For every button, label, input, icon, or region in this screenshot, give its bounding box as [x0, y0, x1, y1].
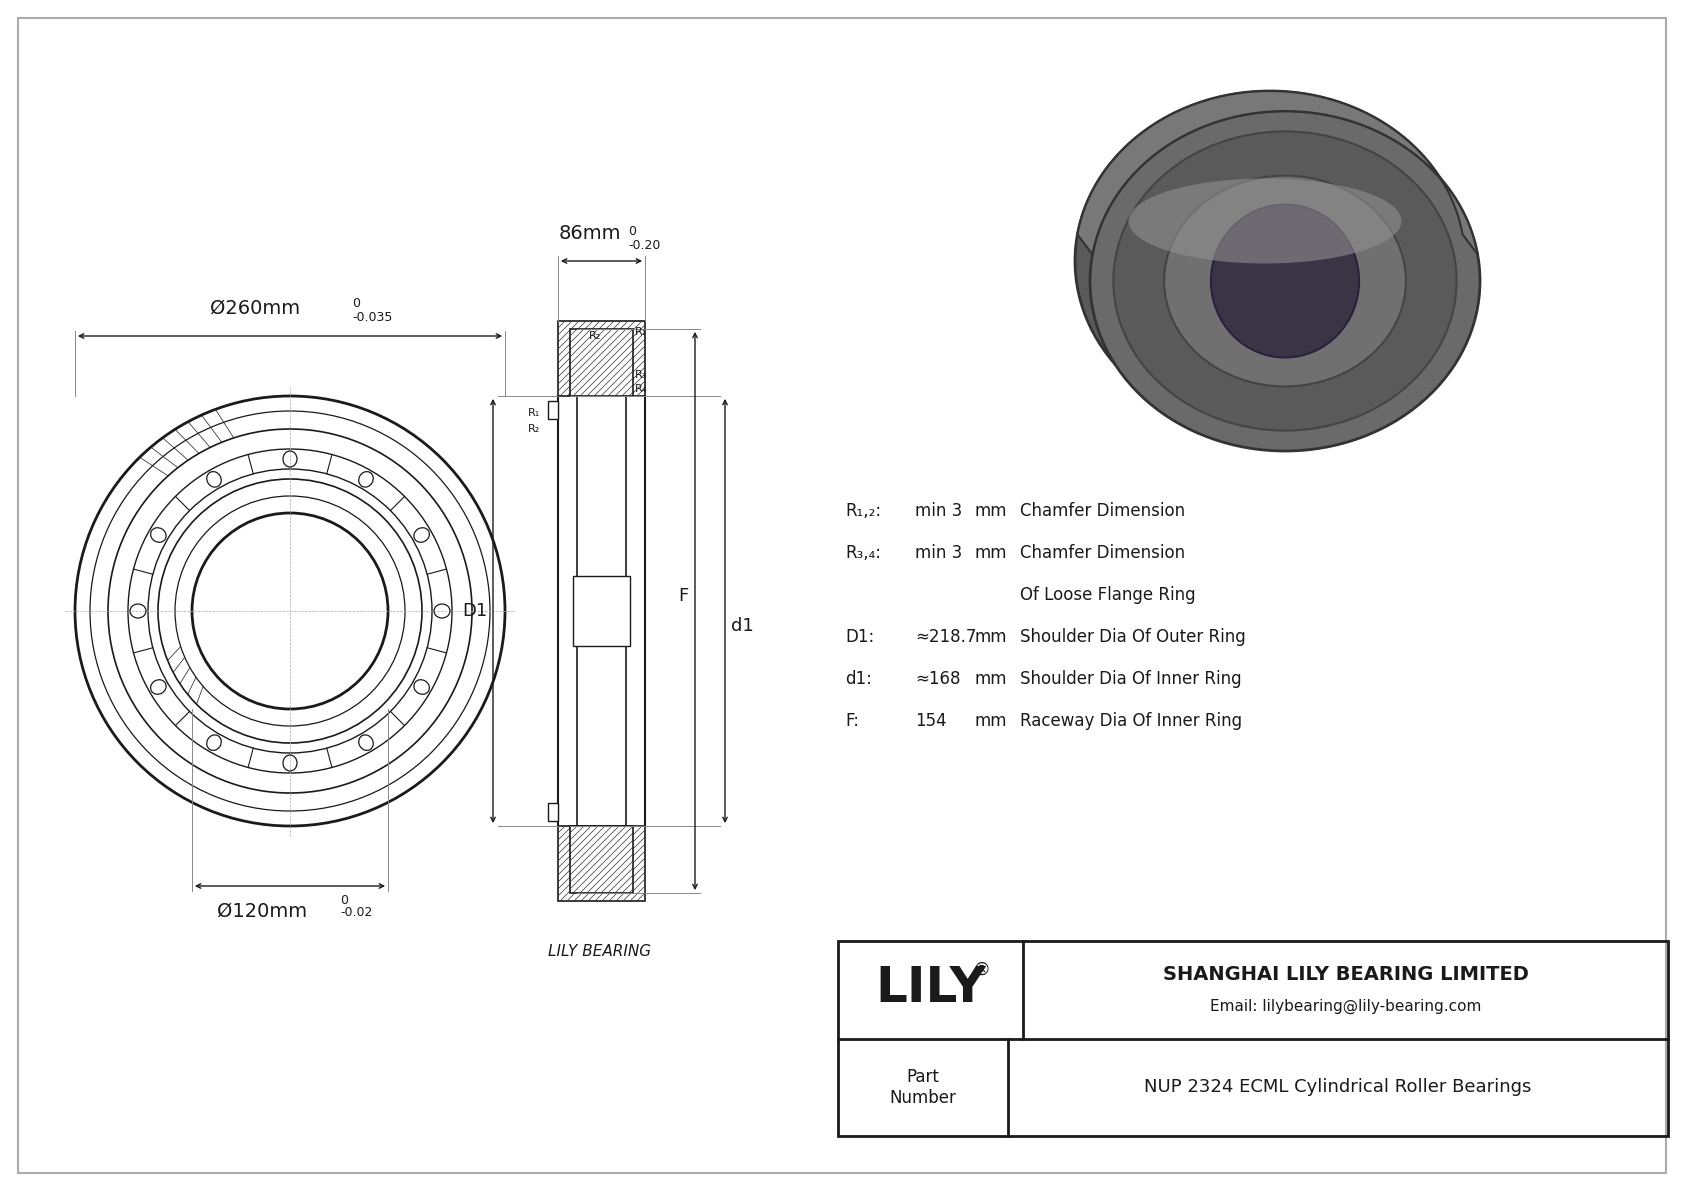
Ellipse shape: [1113, 131, 1457, 431]
Text: Ø120mm: Ø120mm: [217, 902, 306, 921]
Bar: [557, 827, 645, 902]
Text: mm: mm: [975, 544, 1007, 562]
Text: -0.035: -0.035: [352, 311, 392, 324]
Text: Email: lilybearing@lily-bearing.com: Email: lilybearing@lily-bearing.com: [1209, 998, 1482, 1014]
Text: R₃,₄:: R₃,₄:: [845, 544, 881, 562]
Text: R₁,₂:: R₁,₂:: [845, 501, 881, 520]
Text: R₄: R₄: [635, 384, 647, 394]
Text: 86mm: 86mm: [559, 224, 621, 243]
Text: d1:: d1:: [845, 671, 872, 688]
Text: R₂: R₂: [527, 424, 541, 434]
Text: ≈218.7: ≈218.7: [914, 628, 977, 646]
Text: D1:: D1:: [845, 628, 874, 646]
Ellipse shape: [1164, 175, 1406, 386]
Text: R₂: R₂: [589, 331, 601, 341]
Ellipse shape: [1074, 91, 1465, 431]
Text: min 3: min 3: [914, 501, 962, 520]
Text: ®: ®: [972, 961, 990, 979]
Bar: [839, 941, 1667, 1136]
Text: Shoulder Dia Of Inner Ring: Shoulder Dia Of Inner Ring: [1021, 671, 1241, 688]
Text: Chamfer Dimension: Chamfer Dimension: [1021, 544, 1186, 562]
Ellipse shape: [1090, 111, 1480, 451]
Text: Of Loose Flange Ring: Of Loose Flange Ring: [1021, 586, 1196, 604]
Text: R₁: R₁: [527, 409, 541, 418]
Bar: [573, 576, 630, 646]
Text: -0.02: -0.02: [340, 906, 372, 919]
Text: Shoulder Dia Of Outer Ring: Shoulder Dia Of Outer Ring: [1021, 628, 1246, 646]
Text: Ø260mm: Ø260mm: [210, 299, 300, 318]
Text: SHANGHAI LILY BEARING LIMITED: SHANGHAI LILY BEARING LIMITED: [1162, 965, 1529, 984]
Text: Chamfer Dimension: Chamfer Dimension: [1021, 501, 1186, 520]
Bar: [547, 803, 557, 821]
Bar: [557, 322, 645, 395]
Text: F:: F:: [845, 712, 859, 730]
Text: D1: D1: [461, 601, 487, 621]
Bar: [547, 401, 557, 419]
Text: 154: 154: [914, 712, 946, 730]
Text: -0.20: -0.20: [628, 239, 660, 252]
Text: 0: 0: [340, 894, 349, 908]
Text: d1: d1: [731, 617, 754, 635]
Text: Raceway Dia Of Inner Ring: Raceway Dia Of Inner Ring: [1021, 712, 1243, 730]
Text: R₃: R₃: [635, 370, 647, 380]
Text: ≈168: ≈168: [914, 671, 960, 688]
Ellipse shape: [1211, 205, 1359, 357]
Text: mm: mm: [975, 712, 1007, 730]
Bar: [569, 329, 633, 395]
Text: F: F: [679, 587, 689, 605]
Text: mm: mm: [975, 501, 1007, 520]
Bar: [569, 827, 633, 893]
Text: LILY BEARING: LILY BEARING: [549, 943, 652, 959]
Text: R₁: R₁: [635, 328, 647, 337]
Text: 0: 0: [628, 225, 637, 238]
Text: min 3: min 3: [914, 544, 962, 562]
Text: LILY: LILY: [876, 964, 985, 1012]
Ellipse shape: [1128, 179, 1401, 263]
Text: 0: 0: [352, 297, 360, 310]
Text: NUP 2324 ECML Cylindrical Roller Bearings: NUP 2324 ECML Cylindrical Roller Bearing…: [1145, 1079, 1532, 1097]
Polygon shape: [1078, 91, 1477, 255]
Text: Part
Number: Part Number: [889, 1068, 957, 1106]
Text: mm: mm: [975, 628, 1007, 646]
Text: mm: mm: [975, 671, 1007, 688]
